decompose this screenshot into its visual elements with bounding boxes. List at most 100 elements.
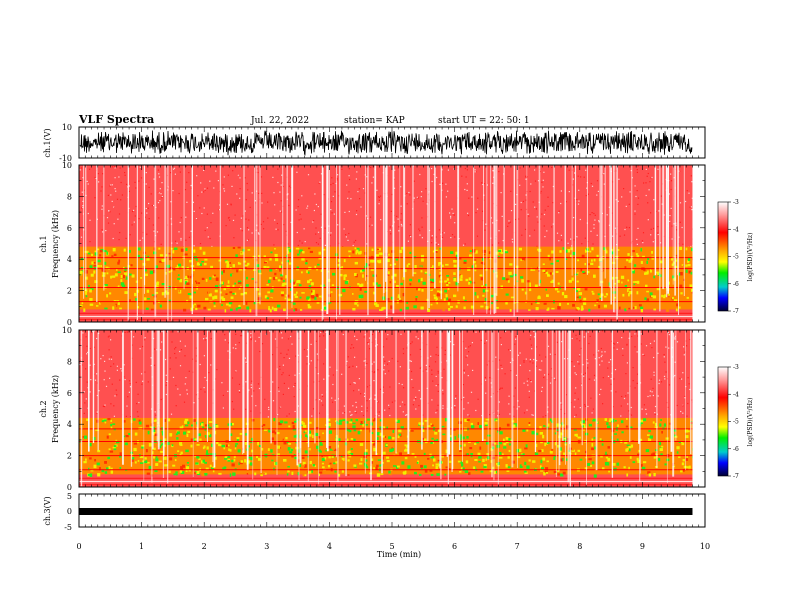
spectrogram-cell: [674, 374, 676, 377]
spectrogram-cell: [293, 166, 296, 168]
spectrogram-cell: [110, 426, 113, 429]
spectrogram-cell: [478, 455, 482, 459]
spectrogram-cell: [591, 438, 594, 441]
spectrogram-cell: [390, 210, 392, 212]
spectrogram-cell: [229, 449, 232, 452]
spectrogram-cell: [302, 461, 306, 465]
spectrogram-cell: [171, 444, 174, 447]
spectrogram-cell: [434, 431, 438, 435]
spectrogram-cell: [319, 181, 321, 183]
spectrogram-cell: [505, 330, 507, 332]
spectrogram-cell: [578, 189, 580, 191]
spectrogram-cell: [404, 444, 407, 447]
spectrogram-cell: [523, 382, 525, 384]
spectrogram-cell: [609, 418, 613, 421]
spectrogram-cell: [155, 292, 159, 294]
spectrogram-cell: [567, 242, 569, 244]
spectrogram-cell: [510, 190, 512, 192]
spectrogram-cell: [360, 280, 362, 283]
spectrogram-cell: [251, 437, 253, 441]
spectrogram-cell: [432, 278, 436, 282]
spectrogram-cell: [599, 438, 602, 440]
spectrogram-cell: [139, 455, 144, 459]
spectrogram-cell: [440, 472, 444, 475]
spectrogram-cell: [206, 446, 209, 450]
spectrogram-cell: [342, 246, 344, 248]
spectrogram-cell: [196, 263, 201, 266]
spectrogram-cell: [177, 274, 180, 277]
spectrogram-cell: [427, 457, 430, 460]
spectrogram-cell: [534, 390, 536, 392]
spectrogram-cell: [172, 464, 176, 467]
spectrogram-cell: [152, 204, 155, 207]
spectrogram-cell: [359, 462, 363, 465]
spectrogram-cell: [607, 253, 610, 257]
spectrogram-cell: [491, 244, 493, 246]
spectrogram-cell: [103, 419, 107, 422]
spectrogram-cell: [657, 395, 659, 397]
spectrogram-cell: [378, 196, 380, 198]
spectrogram-cell: [293, 435, 298, 438]
spectrogram-cell: [455, 395, 457, 397]
spectrogram-cell: [203, 445, 206, 449]
spectrogram-cell: [580, 421, 583, 424]
spectrogram-cell: [687, 260, 690, 263]
spectrogram-cell: [245, 441, 247, 445]
spectrogram-cell: [583, 302, 587, 305]
spectrogram-cell: [640, 306, 644, 310]
spectrogram-cell: [460, 274, 463, 279]
spectrogram-cell: [300, 309, 303, 311]
spectrogram-cell: [333, 462, 336, 465]
spectrogram-cell: [378, 203, 380, 205]
spectrogram-cell: [348, 232, 350, 235]
spectrogram-cell: [248, 389, 250, 391]
spectrogram-cell: [316, 301, 320, 304]
spectrogram-cell: [227, 174, 229, 176]
spectrogram-cell: [376, 464, 379, 468]
spectrogram-cell: [389, 448, 393, 453]
spectrogram-cell: [623, 234, 626, 236]
spectrogram-cell: [160, 193, 162, 195]
spectrogram-cell: [546, 308, 549, 311]
spectrogram-cell: [449, 460, 452, 463]
spectrogram-cell: [184, 355, 186, 357]
spectrogram-cell: [317, 263, 320, 266]
spectrogram-cell: [434, 251, 438, 253]
spectrogram-cell: [128, 391, 130, 393]
spectrogram-cell: [259, 350, 261, 353]
spectrogram-cell: [287, 338, 290, 340]
spectrogram-cell: [150, 357, 152, 359]
spectrogram-cell: [491, 456, 496, 460]
spectrogram-cell: [185, 216, 187, 218]
spectrogram-cell: [277, 168, 279, 170]
spectrogram-cell: [307, 280, 310, 284]
spectrogram-cell: [681, 462, 685, 466]
spectrogram-cell: [225, 225, 227, 227]
spectrogram-cell: [204, 428, 207, 431]
spectrogram-cell: [260, 474, 263, 477]
spectrogram-cell: [594, 446, 597, 450]
spectrogram-cell: [587, 331, 589, 333]
spectrogram-cell: [515, 374, 518, 376]
spectrogram-cell: [611, 251, 615, 255]
spectrogram-cell: [269, 268, 273, 272]
spectrogram-cell: [605, 456, 609, 459]
spectrogram-cell: [342, 288, 346, 293]
spectrogram-cell: [588, 378, 590, 380]
spectrogram-cell: [448, 298, 452, 303]
spectrogram-cell: [356, 339, 358, 341]
spectrogram-cell: [620, 420, 624, 424]
spectrogram-cell: [631, 177, 633, 179]
spectrogram-cell: [290, 287, 293, 291]
spectrogram-cell: [550, 368, 553, 370]
spectrogram-cell: [127, 396, 129, 398]
spectrogram-cell: [657, 226, 659, 228]
spectrogram-cell: [108, 448, 111, 451]
spectrogram-cell: [585, 450, 587, 454]
spectrogram-cell: [118, 176, 120, 178]
spectrogram-cell: [676, 404, 678, 407]
spectrogram-cell: [186, 181, 188, 183]
spectrogram-cell: [297, 253, 300, 256]
spectrogram-cell: [107, 222, 110, 224]
spectrogram-cell: [280, 184, 282, 186]
